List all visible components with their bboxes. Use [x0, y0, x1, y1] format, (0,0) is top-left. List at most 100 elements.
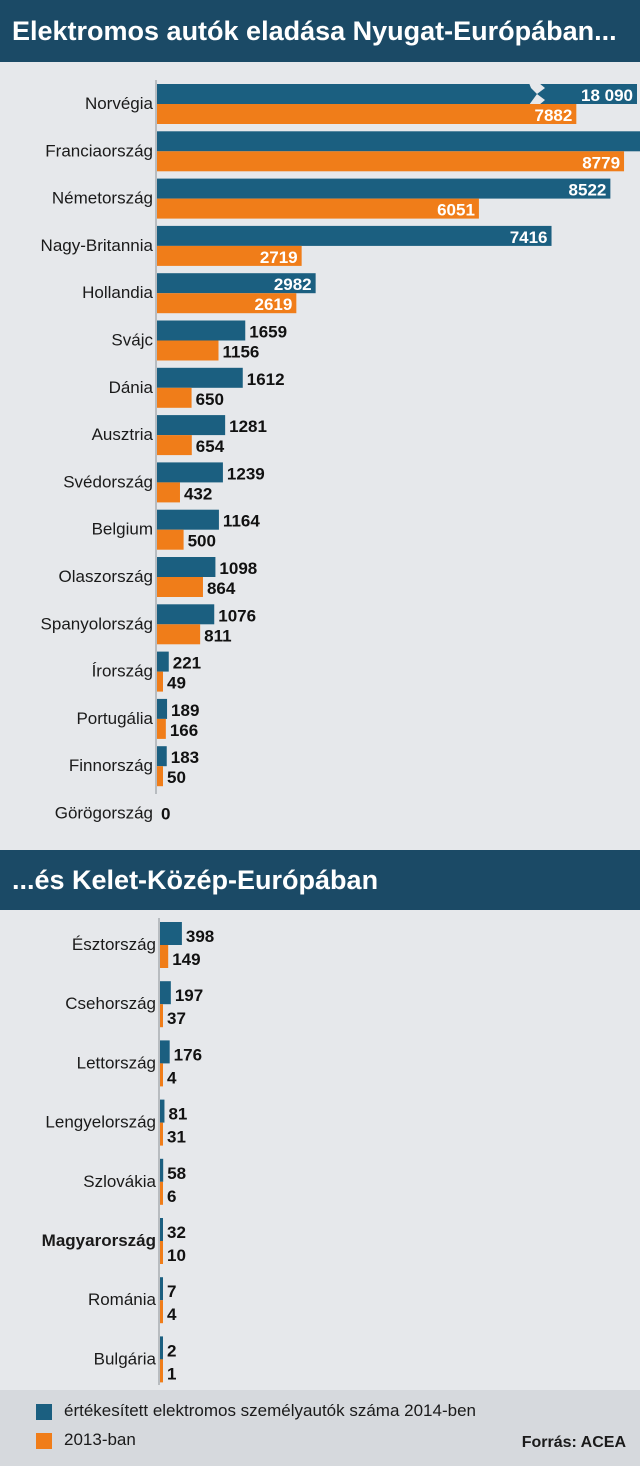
bar-2013-svajc: [157, 340, 219, 361]
bar-2014-svedorszag: [157, 462, 223, 483]
value-label-2014-svajc: 1659: [249, 323, 287, 342]
value-label-2013-svedorszag: 432: [184, 484, 212, 503]
axis-break-mark: [529, 83, 545, 105]
value-label-2013-finnorszag: 50: [167, 768, 186, 787]
value-label-2013-lettorszag: 4: [167, 1068, 177, 1087]
category-label-esztorszag: Észtország: [72, 935, 156, 954]
bar-2014-nemetorszag: [157, 178, 611, 199]
value-label-2014-szlovakia: 58: [167, 1164, 186, 1183]
value-label-2013-irorszag: 49: [167, 674, 186, 693]
legend-swatch-2013: [36, 1433, 52, 1449]
legend-swatch-2014: [36, 1404, 52, 1420]
bar-2014-svajc: [157, 320, 246, 341]
bar-2014-hollandia: [157, 273, 316, 294]
value-label-2013-lengyelorszag: 31: [167, 1128, 186, 1147]
bar-2013-magyarorszag: [160, 1241, 163, 1264]
bar-2013-irorszag: [157, 671, 163, 692]
bar-2014-szlovakia: [160, 1158, 164, 1182]
legend: értékesített elektromos személyautók szá…: [0, 1390, 640, 1466]
category-label-hollandia: Hollandia: [82, 283, 153, 302]
bar-2014-lettorszag: [160, 1040, 170, 1064]
value-label-2014-lettorszag: 176: [174, 1045, 202, 1064]
bar-2013-csehorszag: [160, 1004, 163, 1028]
bar-2014-csehorszag: [160, 981, 171, 1005]
value-label-2013-szlovakia: 6: [167, 1187, 176, 1206]
category-label-csehorszag: Csehország: [65, 994, 156, 1013]
bar-2014-esztorszag: [160, 922, 182, 945]
bar-2013-portugalia: [157, 718, 166, 739]
value-label-2014-magyarorszag: 32: [167, 1223, 186, 1242]
bar-2014-nagy-britannia: [157, 225, 552, 246]
value-label-2013-hollandia: 2619: [255, 295, 293, 314]
category-label-nagy-britannia: Nagy-Britannia: [41, 236, 154, 255]
value-label-2014-gorogorszag: 0: [161, 805, 170, 824]
value-label-2013-belgium: 500: [188, 532, 216, 551]
bar-2014-irorszag: [157, 651, 169, 672]
category-label-dania: Dánia: [109, 378, 154, 397]
value-label-2013-portugalia: 166: [170, 721, 198, 740]
bar-2013-belgium: [157, 529, 184, 550]
value-label-2013-romania: 4: [167, 1305, 177, 1324]
category-label-svedorszag: Svédország: [63, 472, 153, 491]
bar-2013-nagy-britannia: [157, 245, 302, 266]
value-label-2013-spanyolorszag: 811: [204, 626, 231, 645]
value-label-2014-esztorszag: 398: [186, 927, 214, 946]
category-label-svajc: Svájc: [111, 331, 153, 350]
category-label-magyarorszag: Magyarország: [42, 1231, 156, 1250]
value-label-2014-hollandia: 2982: [274, 275, 312, 294]
bar-2014-spanyolorszag: [157, 604, 215, 625]
category-label-spanyolorszag: Spanyolország: [41, 614, 153, 633]
category-label-franciaorszag: Franciaország: [45, 141, 153, 160]
value-label-2013-olaszorszag: 864: [207, 579, 236, 598]
chart-title-east: ...és Kelet-Közép-Európában: [0, 850, 640, 910]
bar-2014-dania: [157, 367, 243, 388]
east-europe-chart: Észtország 398 149 Csehország 197 37 Lettorszá…: [42, 918, 214, 1385]
value-label-2013-magyarorszag: 10: [167, 1246, 186, 1265]
bar-2014-belgium: [157, 509, 219, 530]
value-label-2013-nagy-britannia: 2719: [260, 248, 298, 267]
legend-label-2014: értékesített elektromos személyautók szá…: [64, 1401, 476, 1420]
category-label-lettorszag: Lettország: [77, 1053, 156, 1072]
value-label-2013-bulgaria: 1: [167, 1364, 176, 1383]
bar-2014-olaszorszag: [157, 557, 216, 577]
chart-title-west: Elektromos autók eladása Nyugat-Európába…: [0, 0, 640, 62]
value-label-2014-bulgaria: 2: [167, 1341, 176, 1360]
bar-2013-lengyelorszag: [160, 1122, 163, 1146]
category-label-ausztria: Ausztria: [92, 425, 154, 444]
bar-2013-dania: [157, 387, 192, 408]
category-label-szlovakia: Szlovákia: [83, 1172, 156, 1191]
value-label-2014-olaszorszag: 1098: [219, 559, 257, 578]
value-label-2013-nemetorszag: 6051: [437, 201, 475, 220]
value-label-2014-nemetorszag: 8522: [569, 181, 607, 200]
legend-label-2013: 2013-ban: [64, 1430, 136, 1449]
value-label-2014-romania: 7: [167, 1282, 176, 1301]
value-label-2014-belgium: 1164: [223, 512, 260, 531]
category-label-irorszag: Írország: [92, 662, 153, 681]
bar-2014-lengyelorszag: [160, 1099, 165, 1123]
bar-2014-portugalia: [157, 698, 168, 719]
category-label-finnorszag: Finnország: [69, 756, 153, 775]
value-label-2013-csehorszag: 37: [167, 1009, 186, 1028]
category-label-gorogorszag: Görögország: [55, 804, 153, 823]
category-label-norvegia: Norvégia: [85, 94, 154, 113]
bar-2013-bulgaria: [160, 1359, 163, 1383]
category-label-portugalia: Portugália: [76, 709, 153, 728]
value-label-2014-csehorszag: 197: [175, 986, 203, 1005]
value-label-2013-norvegia: 7882: [534, 106, 572, 125]
category-label-nemetorszag: Németország: [52, 189, 153, 208]
bar-2014-romania: [160, 1277, 163, 1301]
value-label-2014-finnorszag: 183: [171, 748, 199, 767]
bar-2013-spanyolorszag: [157, 624, 201, 645]
category-label-olaszorszag: Olaszország: [59, 567, 153, 586]
bar-2013-nemetorszag: [157, 198, 479, 219]
bar-2013-esztorszag: [160, 945, 169, 968]
bar-2014-ausztria: [157, 415, 226, 436]
value-label-2014-spanyolorszag: 1076: [218, 606, 256, 625]
value-label-2014-ausztria: 1281: [229, 417, 267, 436]
source-credit: Forrás: ACEA: [521, 1434, 626, 1451]
bar-2013-franciaorszag: [157, 151, 625, 172]
bar-2013-olaszorszag: [157, 577, 203, 597]
bar-2013-lettorszag: [160, 1063, 163, 1087]
bar-2014-finnorszag: [157, 746, 167, 767]
